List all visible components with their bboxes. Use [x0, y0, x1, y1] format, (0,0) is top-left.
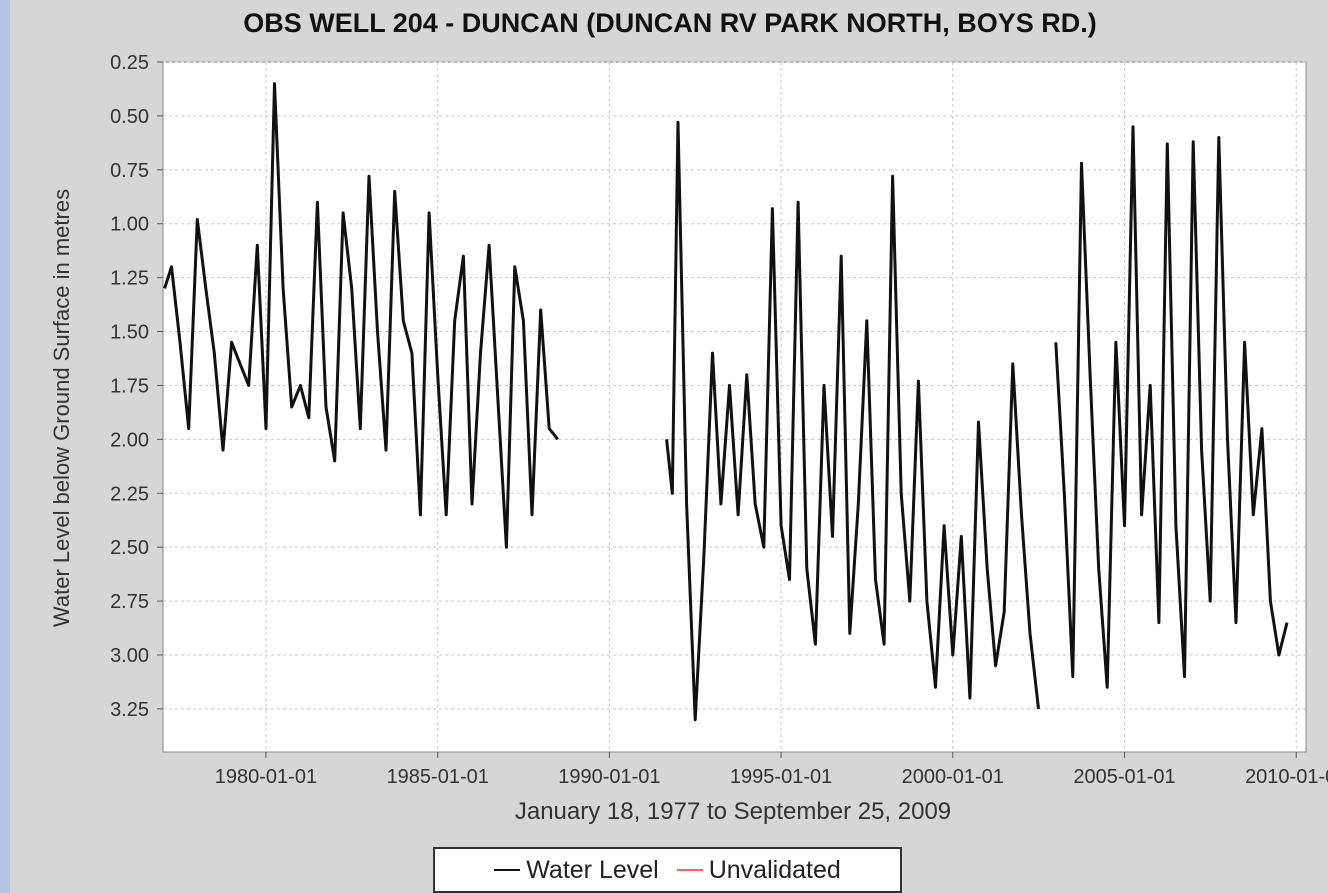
water-level-line-segment — [163, 82, 559, 549]
y-tick-label: 2.00 — [110, 429, 149, 451]
y-axis: 0.25 0.50 0.75 1.00 1.25 1.50 1.75 2.00 2.25 2.50… — [110, 52, 163, 721]
legend-label-unvalidated: Unvalidated — [708, 855, 841, 884]
legend-item-unvalidated: Unvalidated — [676, 855, 841, 885]
legend: Water Level Unvalidated — [433, 847, 902, 893]
x-tick-label: 1985-01-01 — [387, 766, 489, 788]
legend-item-water-level: Water Level — [494, 855, 659, 885]
chart-title: OBS WELL 204 - DUNCAN (DUNCAN RV PARK NO… — [243, 8, 1097, 38]
y-axis-label: Water Level below Ground Surface in metr… — [49, 188, 74, 628]
y-tick-label: 1.75 — [110, 375, 149, 397]
x-tick-label: 2010-01-01 — [1245, 766, 1328, 788]
x-tick-label: 1995-01-01 — [730, 766, 832, 788]
water-level-line-segment — [1054, 125, 1289, 689]
y-tick-label: 3.00 — [110, 645, 149, 667]
y-tick-label: 0.50 — [110, 106, 149, 128]
water-level-line-segment — [665, 120, 1040, 722]
x-tick-label: 1980-01-01 — [215, 766, 317, 788]
y-tick-label: 2.50 — [110, 537, 149, 559]
x-axis-label: January 18, 1977 to September 25, 2009 — [514, 798, 952, 825]
x-tick-label: 1990-01-01 — [558, 766, 660, 788]
y-tick-label: 1.50 — [110, 322, 149, 344]
y-tick-label: 0.25 — [110, 52, 149, 74]
y-tick-label: 1.00 — [110, 214, 149, 236]
unvalidated-swatch-icon — [676, 869, 703, 871]
y-tick-label: 2.75 — [110, 591, 149, 613]
legend-label-water-level: Water Level — [526, 855, 659, 884]
y-tick-label: 2.25 — [110, 483, 149, 505]
y-tick-label: 0.75 — [110, 160, 149, 182]
water-level-series — [163, 82, 1289, 722]
y-tick-label: 3.25 — [110, 699, 149, 721]
water-level-swatch-icon — [494, 869, 521, 871]
y-tick-label: 1.25 — [110, 268, 149, 290]
x-tick-label: 2000-01-01 — [902, 766, 1004, 788]
x-tick-label: 2005-01-01 — [1073, 766, 1175, 788]
x-axis: 1980-01-01 1985-01-01 1990-01-01 1995-01-01… — [215, 752, 1328, 788]
